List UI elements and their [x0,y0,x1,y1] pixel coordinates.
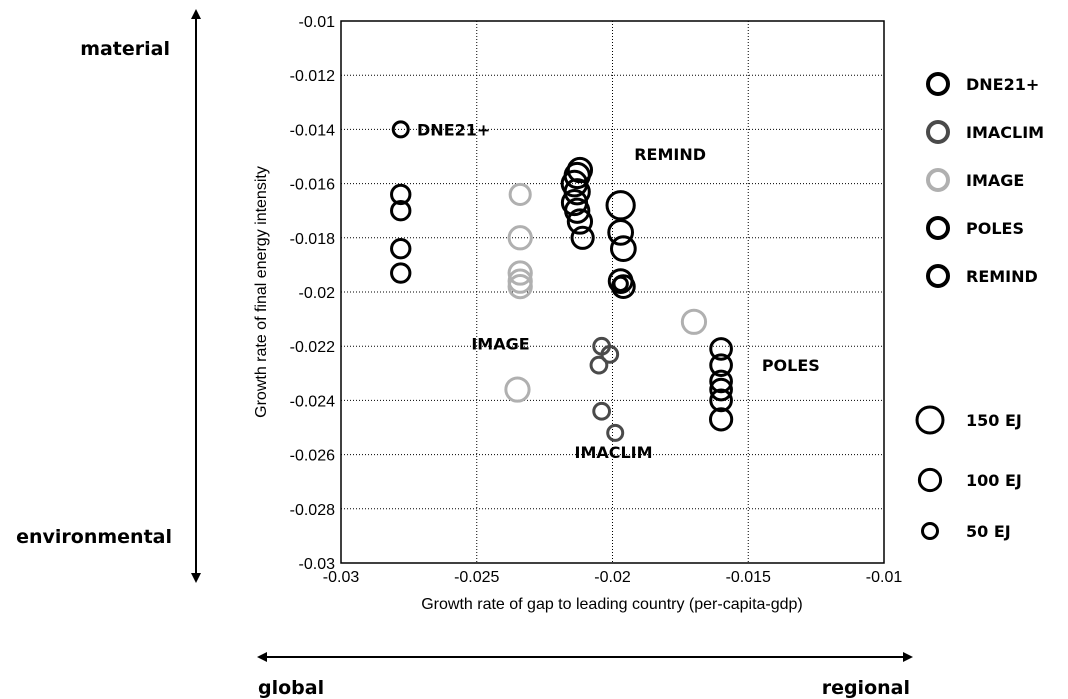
legend: DNE21+ IMACLIM IMAGE POLES REMIND [926,72,1044,288]
data-point-image [507,225,533,251]
x-tick-label: -0.03 [323,569,360,586]
x-axis-label: Growth rate of gap to leading country (p… [421,596,803,613]
data-point-remind [605,190,636,221]
y-tick-label: -0.02 [299,285,336,302]
legend-label: IMAGE [966,171,1024,190]
data-point-dne21 [391,120,410,139]
data-point-remind [607,219,635,246]
annotation-imaclim: IMACLIM [574,443,652,462]
data-point-poles [708,407,734,432]
data-point-imaclim [600,344,620,364]
annotation-poles: POLES [762,356,820,375]
legend-marker [926,168,950,192]
annotation-remind: REMIND [634,145,706,164]
data-point-poles [709,353,733,378]
annotation-dne21: DNE21+ [417,120,490,139]
data-point-image [504,376,531,403]
y-tick-label: -0.01 [299,14,336,31]
y-tick-label: -0.026 [290,448,335,465]
data-point-dne21 [390,237,412,260]
data-point-remind [570,225,595,250]
legend-label: REMIND [966,267,1038,286]
y-tick-label: -0.014 [290,122,335,139]
label-global: global [258,677,324,699]
data-point-dne21 [390,200,412,222]
legend-label: POLES [966,219,1024,238]
data-point-remind [566,156,594,184]
size-legend-marker [917,467,943,493]
data-point-poles [709,388,733,413]
data-point-poles [709,369,733,394]
data-point-image [507,273,533,300]
data-point-remind [612,275,629,293]
label-regional: regional [822,677,910,699]
legend-label: DNE21+ [966,75,1039,94]
label-environmental: environmental [16,526,172,548]
data-point-remind [563,178,591,206]
size-legend-label: 150 EJ [966,411,1022,430]
legend-marker [926,264,950,288]
legend-marker [926,120,950,144]
x-tick-label: -0.02 [594,569,631,586]
y-axis-label: Growth rate of final energy intensity [253,166,270,418]
size-legend: 150 EJ 100 EJ 50 EJ [915,405,1022,541]
legend-marker [926,216,950,240]
y-tick-label: -0.018 [290,231,335,248]
data-point-imaclim [589,355,609,375]
size-legend-label: 100 EJ [966,471,1022,490]
data-point-dne21 [390,262,412,284]
legend-label: IMACLIM [966,123,1044,142]
data-point-poles [709,377,733,402]
y-tick-label: -0.028 [290,502,335,519]
size-legend-marker [915,405,945,435]
data-point-remind [610,235,637,262]
data-point-remind [566,208,594,235]
label-material: material [80,38,170,60]
data-point-imaclim [592,401,612,421]
data-point-remind [610,274,636,299]
y-tick-label: -0.03 [299,556,336,573]
y-tick-label: -0.016 [290,177,335,194]
data-point-imaclim [606,423,625,442]
y-tick-label: -0.022 [290,339,335,356]
data-point-image [507,260,533,286]
y-tick-label: -0.012 [290,68,335,85]
data-point-poles [709,337,733,361]
series-annotations: DNE21+ REMIND IMAGE POLES IMACLIM [417,120,820,461]
size-legend-marker [921,522,939,540]
y-tick-label: -0.024 [290,393,335,410]
data-point-remind [564,197,591,224]
size-legend-label: 50 EJ [966,522,1011,541]
data-point-dne21 [390,183,412,206]
data-points [390,120,734,442]
data-point-image [508,182,532,207]
x-tick-label: -0.025 [454,569,499,586]
tick-labels: -0.03 -0.025 -0.02 -0.015 -0.01 -0.01 -0.012 -0… [290,14,903,586]
legend-marker [926,72,950,96]
x-tick-label: -0.01 [866,569,903,586]
x-tick-label: -0.015 [726,569,771,586]
data-point-image [680,308,708,335]
annotation-image: IMAGE [471,334,529,353]
